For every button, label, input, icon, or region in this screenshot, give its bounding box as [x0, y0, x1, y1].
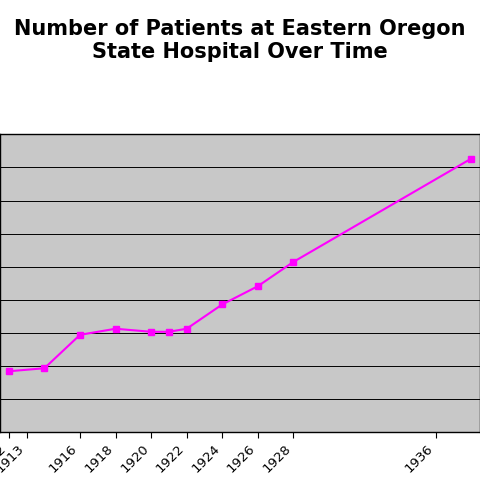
Text: Number of Patients at Eastern Oregon
State Hospital Over Time: Number of Patients at Eastern Oregon Sta…: [14, 19, 466, 62]
